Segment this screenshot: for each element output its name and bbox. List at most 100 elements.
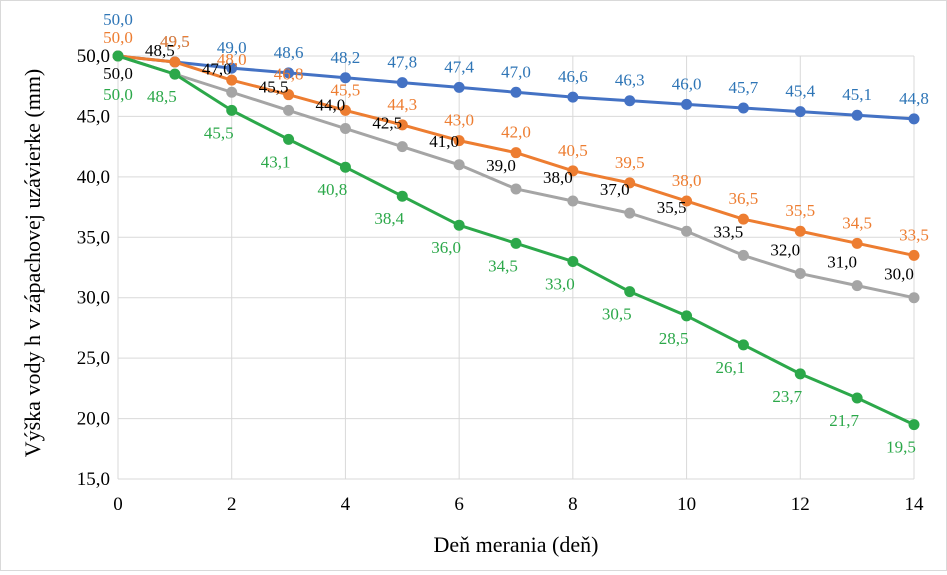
data-point bbox=[453, 135, 465, 147]
data-point bbox=[169, 68, 181, 80]
data-point bbox=[453, 159, 465, 171]
data-label: 35,5 bbox=[785, 201, 815, 220]
data-label: 21,7 bbox=[829, 411, 859, 430]
data-point bbox=[624, 95, 636, 107]
data-point bbox=[908, 113, 920, 125]
data-label: 38,0 bbox=[543, 168, 573, 187]
data-label: 49,5 bbox=[160, 32, 190, 51]
data-label: 39,5 bbox=[615, 153, 645, 172]
data-label: 34,5 bbox=[842, 213, 872, 232]
data-point bbox=[908, 292, 920, 304]
axes bbox=[117, 56, 914, 480]
data-label: 43,1 bbox=[261, 152, 291, 171]
y-axis-title: Výška vody h v zápachovej uzávierke (mm) bbox=[20, 69, 45, 458]
data-label: 45,1 bbox=[842, 85, 872, 104]
y-tick-label: 35,0 bbox=[77, 227, 110, 248]
x-tick-label: 4 bbox=[341, 494, 351, 515]
y-tick-label: 40,0 bbox=[77, 167, 110, 188]
data-point bbox=[737, 249, 749, 261]
data-point bbox=[226, 62, 238, 74]
data-point bbox=[737, 213, 749, 225]
data-label: 47,4 bbox=[444, 57, 474, 76]
data-label: 34,5 bbox=[488, 256, 518, 275]
data-label: 46,3 bbox=[615, 71, 645, 90]
data-point bbox=[737, 102, 749, 114]
x-tick-label: 0 bbox=[113, 494, 123, 515]
data-label: 47,0 bbox=[501, 62, 531, 81]
data-label: 36,0 bbox=[431, 238, 461, 257]
y-tick-label: 20,0 bbox=[77, 409, 110, 430]
data-point bbox=[453, 219, 465, 231]
data-label: 45,7 bbox=[729, 78, 759, 97]
series-4 bbox=[112, 50, 920, 431]
series-2 bbox=[112, 50, 920, 261]
data-label: 40,5 bbox=[558, 141, 588, 160]
data-point bbox=[794, 368, 806, 380]
data-label: 28,5 bbox=[659, 329, 689, 348]
data-point bbox=[908, 249, 920, 261]
data-label: 48,2 bbox=[331, 48, 361, 67]
data-label: 48,0 bbox=[217, 50, 247, 69]
data-point bbox=[567, 195, 579, 207]
data-label: 36,5 bbox=[729, 189, 759, 208]
data-label: 31,0 bbox=[827, 253, 857, 272]
x-tick-label: 12 bbox=[791, 494, 810, 515]
data-label: 48,5 bbox=[145, 41, 175, 60]
data-label: 39,0 bbox=[486, 156, 516, 175]
data-label: 35,5 bbox=[657, 198, 687, 217]
data-label: 26,1 bbox=[716, 358, 746, 377]
data-label: 30,5 bbox=[602, 305, 632, 324]
data-point bbox=[226, 86, 238, 98]
data-point bbox=[681, 195, 693, 207]
data-label: 38,0 bbox=[672, 171, 702, 190]
data-point bbox=[112, 50, 124, 62]
data-label: 45,4 bbox=[785, 82, 815, 101]
data-point bbox=[624, 286, 636, 298]
data-label: 23,7 bbox=[772, 387, 802, 406]
data-point bbox=[567, 255, 579, 267]
x-tick-label: 14 bbox=[905, 494, 925, 515]
data-point bbox=[794, 225, 806, 237]
data-point bbox=[681, 98, 693, 110]
data-point bbox=[396, 141, 408, 153]
data-label: 47,0 bbox=[202, 59, 232, 78]
data-point bbox=[851, 109, 863, 121]
data-point bbox=[283, 67, 295, 79]
data-point bbox=[851, 280, 863, 292]
data-label: 46,8 bbox=[274, 65, 304, 84]
data-point bbox=[169, 56, 181, 68]
data-label: 33,5 bbox=[714, 222, 744, 241]
data-label: 48,6 bbox=[274, 43, 304, 62]
data-label: 44,3 bbox=[387, 95, 417, 114]
data-point bbox=[624, 207, 636, 219]
data-label: 38,4 bbox=[374, 209, 404, 228]
data-label: 43,0 bbox=[444, 111, 474, 130]
x-tick-label: 6 bbox=[454, 494, 464, 515]
data-labels: 50,0 49,5 49,0 48,6 48,2 47,8 47,4 47,0 46,6 46,3… bbox=[103, 10, 929, 457]
data-point bbox=[283, 89, 295, 101]
y-tick-label: 45,0 bbox=[77, 106, 110, 127]
series-layer bbox=[112, 50, 920, 431]
data-point bbox=[567, 165, 579, 177]
x-tick-label: 2 bbox=[227, 494, 237, 515]
data-label: 41,0 bbox=[429, 132, 459, 151]
data-label: 32,0 bbox=[770, 241, 800, 260]
data-label: 37,0 bbox=[600, 180, 630, 199]
data-label: 49,5 bbox=[160, 32, 190, 51]
data-label: 44,8 bbox=[899, 89, 929, 108]
data-label: 40,8 bbox=[318, 180, 348, 199]
data-label: 30,0 bbox=[884, 265, 914, 284]
data-point bbox=[908, 419, 920, 431]
data-label: 49,0 bbox=[217, 38, 247, 57]
data-point bbox=[226, 74, 238, 86]
data-point bbox=[794, 268, 806, 280]
data-point bbox=[226, 104, 238, 116]
data-point bbox=[681, 310, 693, 322]
data-point bbox=[510, 237, 522, 249]
data-label: 50,0 bbox=[103, 64, 133, 83]
data-label: 33,5 bbox=[899, 225, 929, 244]
data-point bbox=[851, 392, 863, 404]
data-point bbox=[510, 86, 522, 98]
